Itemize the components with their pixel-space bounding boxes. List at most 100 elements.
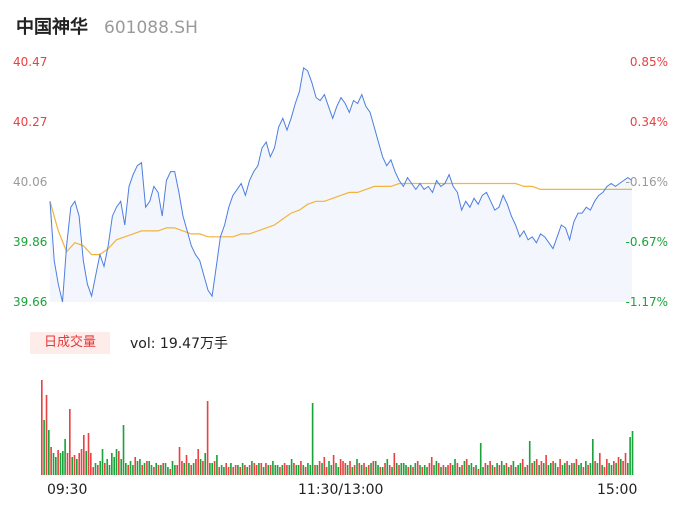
- time-tick-open: 09:30: [47, 482, 88, 498]
- volume-bar: [234, 465, 237, 475]
- volume-bar: [300, 461, 302, 475]
- volume-bar: [66, 453, 69, 475]
- volume-bar: [295, 465, 298, 475]
- right-axis-tick: -1.17%: [625, 295, 668, 309]
- volume-bar: [535, 459, 538, 475]
- volume-bar: [64, 439, 66, 475]
- volume-bar: [274, 465, 277, 475]
- volume-bar: [325, 467, 328, 475]
- volume-bar: [59, 453, 62, 475]
- left-axis-tick: 39.86: [13, 235, 48, 249]
- volume-bar: [575, 459, 578, 475]
- volume-bar: [253, 463, 256, 475]
- volume-bar: [561, 465, 564, 475]
- volume-bar: [498, 465, 501, 475]
- volume-bar: [631, 431, 634, 475]
- volume-bar: [160, 465, 162, 475]
- volume-bar: [578, 465, 580, 475]
- volume-bar: [545, 455, 547, 475]
- volume-bar: [115, 449, 118, 475]
- volume-bar: [225, 463, 228, 475]
- volume-bar: [344, 463, 347, 475]
- volume-bar: [279, 467, 281, 475]
- volume-bar: [367, 465, 370, 475]
- volume-bar: [472, 467, 475, 475]
- volume-bar: [379, 467, 382, 475]
- volume-bar: [125, 463, 127, 475]
- volume-bar: [111, 453, 113, 475]
- volume-bar: [99, 461, 102, 475]
- volume-bar: [489, 461, 491, 475]
- volume-bar: [547, 465, 550, 475]
- right-axis-tick: 0.34%: [629, 115, 668, 129]
- volume-bar: [603, 467, 606, 475]
- volume-bar: [542, 463, 545, 475]
- volume-bar: [507, 467, 510, 475]
- volume-bar: [388, 465, 391, 475]
- volume-bar: [316, 465, 319, 475]
- volume-bar: [265, 463, 267, 475]
- volume-bar: [209, 463, 211, 475]
- volume-bar: [360, 465, 363, 475]
- volume-bar: [442, 465, 445, 475]
- volume-bar: [108, 465, 111, 475]
- volume-bar: [90, 453, 92, 475]
- volume-bar: [500, 461, 503, 475]
- volume-bar: [510, 465, 512, 475]
- volume-bar: [78, 453, 81, 475]
- volume-bar: [216, 455, 218, 475]
- volume-bar: [486, 465, 489, 475]
- volume-bar: [311, 403, 314, 475]
- volume-bar: [463, 461, 466, 475]
- left-axis-tick: 39.66: [13, 295, 48, 309]
- volume-readout: vol: 19.47万手: [130, 336, 228, 352]
- volume-bar: [241, 463, 244, 475]
- volume-bar: [62, 451, 64, 475]
- volume-bar: [477, 469, 480, 475]
- volume-bar: [174, 465, 176, 475]
- volume-bar: [244, 465, 246, 475]
- volume-bar: [585, 461, 587, 475]
- volume-bar: [290, 459, 293, 475]
- volume-bar: [220, 465, 223, 475]
- volume-bar: [615, 463, 617, 475]
- volume-bar: [101, 449, 104, 475]
- volume-bar: [456, 463, 459, 475]
- volume-bar: [246, 467, 249, 475]
- volume-bar: [146, 461, 148, 475]
- volume-bar: [465, 459, 468, 475]
- volume-bar: [517, 465, 519, 475]
- stock-code: 601088.SH: [104, 18, 198, 38]
- volume-bar: [421, 467, 424, 475]
- volume-bar: [309, 465, 312, 475]
- volume-bar: [449, 463, 452, 475]
- volume-bar: [407, 467, 410, 475]
- volume-bar: [230, 463, 232, 475]
- left-axis-tick: 40.27: [13, 115, 48, 129]
- right-axis-tick: -0.16%: [625, 175, 668, 189]
- volume-bar: [127, 465, 130, 475]
- left-axis-tick: 40.06: [13, 175, 48, 189]
- volume-bar: [426, 467, 428, 475]
- volume-bar: [269, 465, 272, 475]
- volume-bar: [45, 395, 48, 475]
- volume-bar: [218, 467, 221, 475]
- volume-bar: [430, 457, 433, 475]
- volume-bar: [318, 461, 321, 475]
- daily-volume-tab[interactable]: 日成交量: [30, 332, 110, 354]
- left-axis-tick: 40.47: [13, 55, 48, 69]
- volume-bar: [332, 455, 335, 475]
- volume-bar: [402, 463, 405, 475]
- volume-bar: [622, 461, 624, 475]
- volume-bar: [573, 463, 575, 475]
- volume-bar: [183, 463, 186, 475]
- volume-bar: [620, 459, 622, 475]
- volume-bar: [552, 461, 554, 475]
- volume-bar: [297, 465, 300, 475]
- volume-bar: [381, 467, 384, 475]
- volume-bar: [356, 459, 358, 475]
- volume-bar: [454, 459, 456, 475]
- volume-bar: [283, 463, 286, 475]
- volume-bar: [314, 465, 316, 475]
- volume-bar: [132, 465, 134, 475]
